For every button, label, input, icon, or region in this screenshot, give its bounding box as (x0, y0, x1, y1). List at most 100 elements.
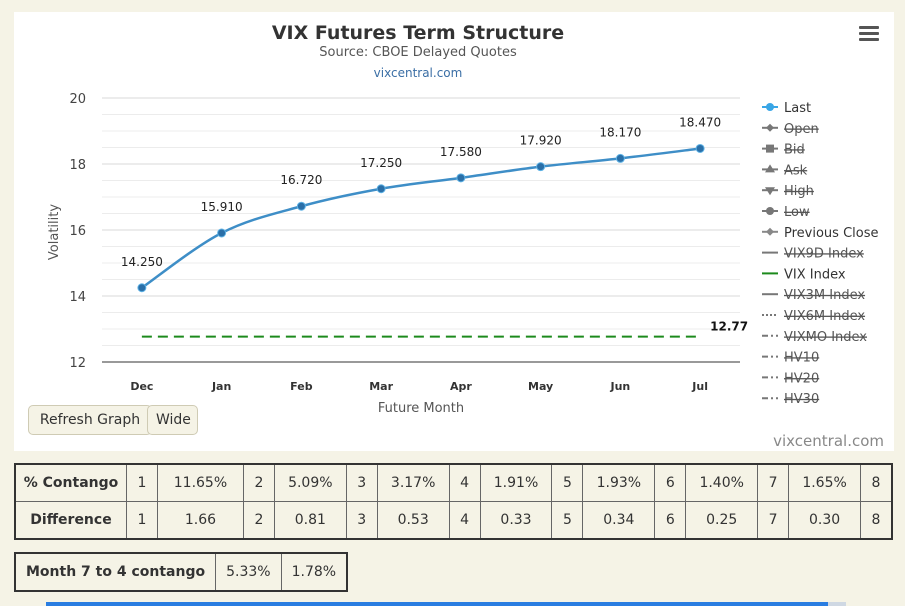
data-label: 16.720 (280, 173, 322, 187)
data-label: 14.250 (121, 255, 163, 269)
month-index-cell: 8 (860, 501, 893, 540)
value-cell: 5.09% (273, 463, 347, 502)
last-data-point (695, 143, 705, 153)
data-label: 18.470 (679, 115, 721, 129)
value-cell: 0.25 (685, 501, 759, 540)
data-label: 18.170 (599, 125, 641, 139)
month-index-cell: 5 (551, 501, 584, 540)
watermark: vixcentral.com (773, 432, 884, 450)
month-index-cell: 8 (860, 463, 893, 502)
legend-item[interactable]: High (784, 184, 814, 199)
chart-title: VIX Futures Term Structure (272, 22, 564, 44)
data-label: 17.250 (360, 156, 402, 170)
data-label: 15.910 (201, 200, 243, 214)
legend-item[interactable]: Open (784, 122, 819, 137)
x-tick-label: Mar (369, 380, 393, 393)
legend-item[interactable]: Bid (784, 143, 805, 158)
contango-row: % Contango 1 11.65% 2 5.09% 3 3.17% 4 1.91% 5 1.93… (14, 463, 893, 502)
chart-panel: VIX Futures Term Structure Source: CBOE D… (14, 12, 894, 451)
month-contango-value: 1.78% (280, 552, 348, 592)
last-series-line (141, 147, 701, 289)
row-header: % Contango (14, 463, 127, 502)
month-index-cell: 6 (654, 463, 687, 502)
last-data-point (137, 283, 147, 293)
month-contango-row: Month 7 to 4 contango 5.33% 1.78% (14, 552, 348, 592)
value-cell: 0.53 (376, 501, 450, 540)
legend-symbol (766, 207, 774, 215)
last-data-point (217, 228, 227, 238)
last-data-point (615, 153, 625, 163)
month-index-cell: 5 (551, 463, 584, 502)
y-tick-label: 20 (69, 92, 86, 107)
legend-item[interactable]: Ask (784, 163, 808, 178)
value-cell: 0.34 (582, 501, 656, 540)
x-tick-label: Jun (609, 380, 630, 393)
legend-item[interactable]: VIX Index (784, 267, 846, 282)
month-index-cell: 4 (448, 501, 481, 540)
data-label: 17.580 (440, 145, 482, 159)
scrollbar-track[interactable] (46, 602, 828, 606)
value-cell: 0.30 (788, 501, 861, 540)
x-tick-label: May (528, 380, 553, 393)
x-tick-label: Feb (290, 380, 313, 393)
legend-item[interactable]: HV20 (784, 371, 819, 386)
month-contango-value: 5.33% (215, 552, 282, 592)
refresh-graph-button[interactable]: Refresh Graph (28, 405, 152, 435)
month-index-cell: 7 (757, 463, 790, 502)
legend-item[interactable]: VIX9D Index (784, 247, 864, 262)
legend-item[interactable]: Low (784, 205, 810, 220)
month-index-cell: 6 (654, 501, 687, 540)
legend-symbol (766, 103, 774, 111)
month-index-cell: 3 (345, 501, 378, 540)
y-tick-label: 18 (69, 158, 86, 173)
legend-item[interactable]: Previous Close (784, 226, 879, 241)
legend-item[interactable]: VIXMO Index (784, 330, 867, 345)
last-data-point (536, 162, 546, 172)
value-cell: 1.40% (685, 463, 759, 502)
vix-index-end-label: 12.77 (710, 320, 748, 334)
contango-table: % Contango 1 11.65% 2 5.09% 3 3.17% 4 1.91% 5 1.93… (14, 463, 893, 540)
legend-symbol (766, 227, 774, 236)
month-index-cell: 3 (345, 463, 378, 502)
y-tick-label: 16 (69, 224, 86, 239)
month-index-cell: 1 (126, 463, 158, 502)
y-axis-title: Volatility (47, 204, 62, 260)
month-contango-table: Month 7 to 4 contango 5.33% 1.78% (14, 552, 349, 592)
x-tick-label: Dec (130, 380, 153, 393)
legend-symbol (766, 144, 774, 153)
legend-item[interactable]: HV10 (784, 351, 819, 366)
last-data-point (376, 184, 386, 194)
x-tick-label: Jan (211, 380, 231, 393)
value-cell: 11.65% (157, 463, 244, 502)
value-cell: 0.81 (273, 501, 347, 540)
x-tick-label: Apr (450, 380, 472, 393)
month-index-cell: 2 (242, 501, 275, 540)
data-label: 17.920 (520, 134, 562, 148)
legend-symbol (765, 164, 775, 173)
legend-symbol (766, 123, 774, 132)
row-header: Difference (14, 501, 127, 540)
month-index-cell: 7 (757, 501, 790, 540)
legend-item[interactable]: HV30 (784, 392, 819, 407)
x-axis-title: Future Month (378, 401, 464, 416)
month-index-cell: 2 (242, 463, 275, 502)
month-index-cell: 4 (448, 463, 481, 502)
y-tick-label: 14 (69, 290, 86, 305)
scrollbar-end[interactable] (828, 602, 846, 606)
value-cell: 0.33 (479, 501, 553, 540)
value-cell: 1.91% (479, 463, 553, 502)
month-index-cell: 1 (126, 501, 158, 540)
menu-icon[interactable] (859, 26, 879, 42)
legend-item[interactable]: VIX6M Index (784, 309, 865, 324)
legend-symbol (765, 187, 775, 196)
month-contango-header: Month 7 to 4 contango (14, 552, 217, 592)
last-data-point (456, 173, 466, 183)
value-cell: 1.66 (157, 501, 244, 540)
chart-subtitle: Source: CBOE Delayed Quotes (319, 45, 517, 60)
x-tick-label: Jul (691, 380, 708, 393)
wide-button[interactable]: Wide (147, 405, 198, 435)
legend-item[interactable]: VIX3M Index (784, 288, 865, 303)
source-link: vixcentral.com (374, 66, 463, 80)
legend-item[interactable]: Last (784, 101, 811, 116)
